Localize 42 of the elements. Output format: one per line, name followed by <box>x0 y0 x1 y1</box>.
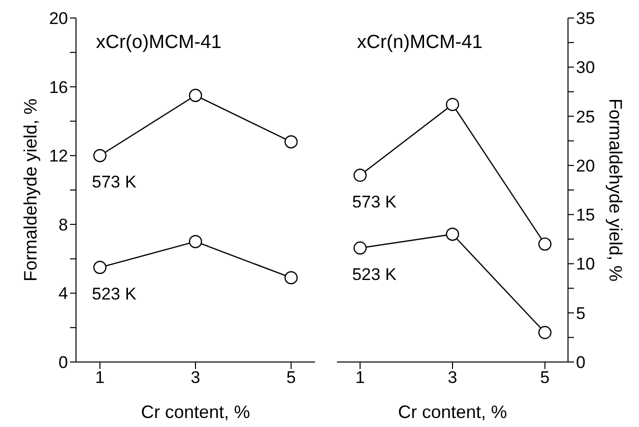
y-tick-label: 8 <box>58 215 68 234</box>
y2-tick-label: 30 <box>576 58 595 78</box>
point <box>188 88 202 102</box>
x-axis-title: Cr content, % <box>398 402 508 422</box>
series-label: 573 K <box>92 172 137 192</box>
point <box>538 237 552 251</box>
point <box>538 326 552 340</box>
y2-tick-label: 20 <box>576 156 595 176</box>
y2-tick-label: 35 <box>576 9 595 28</box>
x-tick-label: 5 <box>286 368 296 388</box>
y-tick-label: 4 <box>58 284 68 304</box>
point <box>93 260 106 274</box>
y-tick-label: 20 <box>49 9 68 28</box>
y-tick-label: 16 <box>49 78 68 97</box>
point <box>354 168 367 182</box>
series-label: 523 K <box>352 264 398 284</box>
x-tick-label: 1 <box>95 368 105 388</box>
y2-axis-title: Formaldehyde yield, % <box>606 98 626 282</box>
y2-tick-label: 15 <box>576 206 595 225</box>
point <box>354 241 367 255</box>
x-tick-label: 1 <box>355 368 365 388</box>
y-tick-label: 12 <box>49 146 68 166</box>
y2-tick-label: 10 <box>576 254 595 274</box>
point <box>93 149 106 162</box>
x-tick-label: 3 <box>190 368 200 388</box>
y-axis-title: Formaldehyde yield, % <box>20 98 40 282</box>
x-tick-label: 3 <box>448 368 458 388</box>
y2-tick-label: 0 <box>576 353 586 372</box>
y-tick-label: 0 <box>58 353 68 372</box>
point <box>446 228 460 241</box>
series-label: 523 K <box>92 284 137 304</box>
point <box>284 271 298 284</box>
series-label: 573 K <box>352 192 398 212</box>
x-axis-title: Cr content, % <box>140 402 250 422</box>
point <box>446 98 460 112</box>
text: xCr(n)MCM-41 <box>357 32 483 54</box>
y2-tick-label: 25 <box>576 107 595 126</box>
point <box>188 235 202 248</box>
y2-tick-label: 5 <box>576 304 586 323</box>
x-tick-label: 5 <box>540 368 550 388</box>
point <box>284 135 298 148</box>
text: xCr(o)MCM-41 <box>96 32 222 54</box>
